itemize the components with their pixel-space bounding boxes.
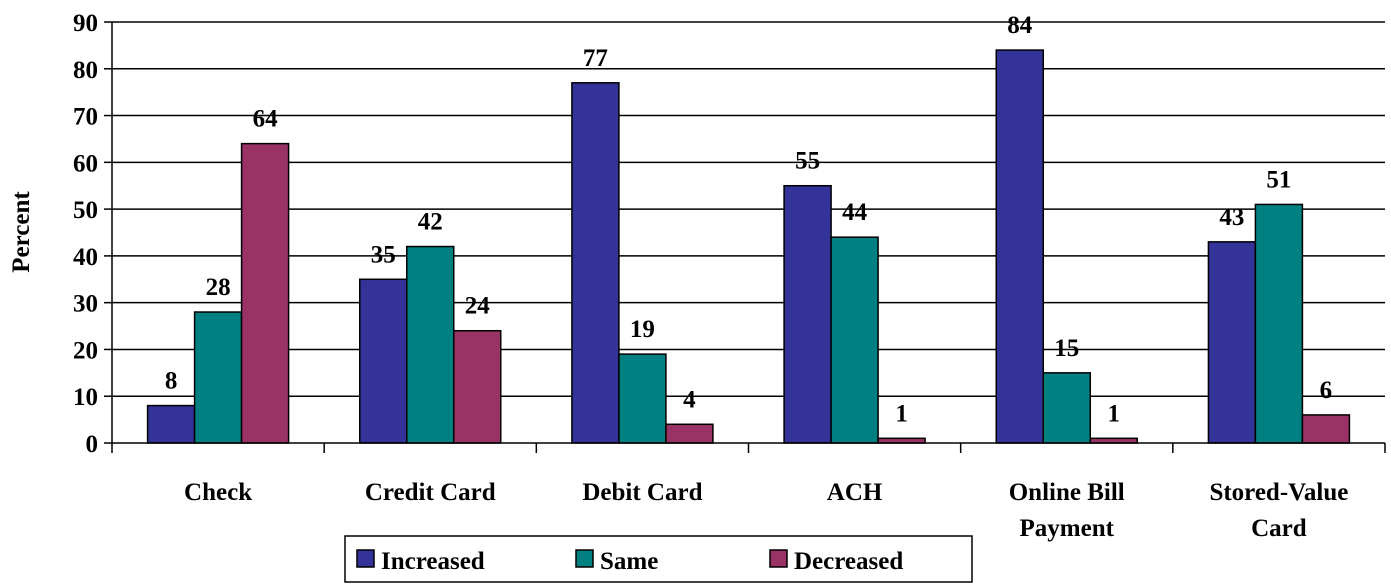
y-tick-label: 20: [73, 337, 98, 364]
y-tick-label: 80: [73, 57, 98, 84]
bar: [453, 329, 502, 444]
bar: [618, 353, 667, 444]
bar: [571, 82, 620, 444]
data-label: 51: [1266, 166, 1291, 193]
y-tick-label: 30: [73, 291, 98, 318]
data-label: 4: [683, 386, 696, 413]
data-label: 8: [165, 368, 178, 395]
legend-swatch: [356, 549, 375, 568]
legend-box: [344, 535, 973, 583]
data-label: 77: [583, 45, 608, 72]
bar: [406, 245, 455, 444]
bar: [995, 49, 1044, 444]
y-tick-label: 90: [73, 10, 98, 37]
x-tick-label: Credit Card: [365, 479, 496, 506]
bar: [1042, 372, 1091, 444]
x-tick-label: Card: [1251, 515, 1307, 542]
x-tick-label: Payment: [1020, 515, 1115, 542]
data-label: 35: [371, 241, 396, 268]
data-label: 42: [418, 209, 443, 236]
data-label: 1: [895, 400, 908, 427]
bar: [1207, 241, 1257, 444]
axes: [104, 21, 1386, 453]
data-label: 15: [1054, 335, 1079, 362]
bars: [146, 49, 1351, 444]
legend-label: Same: [600, 548, 658, 575]
data-label: 28: [206, 274, 231, 301]
data-label: 24: [465, 293, 491, 320]
y-tick-label: 60: [73, 150, 98, 177]
bar: [783, 184, 832, 444]
bar: [830, 236, 879, 444]
data-label: 43: [1219, 204, 1244, 231]
data-label: 84: [1007, 12, 1033, 39]
y-tick-label: 0: [86, 431, 99, 458]
x-tick-label: Check: [184, 479, 252, 506]
bar: [359, 278, 408, 444]
y-tick-labels: 0 10 20 30 40 50 60 70 80 90: [73, 10, 98, 458]
y-axis-label: Percent: [8, 191, 35, 273]
y-tick-label: 40: [73, 244, 98, 271]
data-label: 64: [253, 106, 279, 133]
x-tick-label: Stored-Value: [1209, 479, 1348, 506]
bar: [1254, 203, 1304, 444]
data-label: 44: [842, 199, 868, 226]
y-tick-label: 10: [73, 384, 98, 411]
x-tick-label: Debit Card: [582, 479, 702, 506]
bar: [240, 142, 290, 444]
x-tick-label: ACH: [827, 479, 883, 506]
data-label: 1: [1108, 400, 1121, 427]
data-labels: 8 28 64 35 42 24 77 19 4 55 44 1 84 15 1 43 51 6: [165, 12, 1332, 427]
data-label: 6: [1320, 377, 1333, 404]
y-tick-label: 50: [73, 197, 98, 224]
legend-label: Increased: [381, 548, 485, 575]
legend-label: Decreased: [794, 548, 903, 575]
grid-lines: [112, 21, 1385, 397]
bar: [146, 404, 196, 444]
x-tick-labels: Check Credit Card Debit Card ACH Online Bill…: [184, 479, 1348, 542]
bar: [1301, 414, 1351, 444]
bar: [193, 311, 243, 444]
legend-swatch: [575, 549, 594, 568]
data-label: 55: [795, 148, 820, 175]
legend-swatch: [769, 549, 788, 568]
legend: Increased Same Decreased: [344, 535, 973, 583]
data-label: 19: [630, 316, 655, 343]
bar: [665, 423, 714, 444]
x-tick-label: Online Bill: [1009, 479, 1125, 506]
y-tick-label: 70: [73, 104, 98, 131]
